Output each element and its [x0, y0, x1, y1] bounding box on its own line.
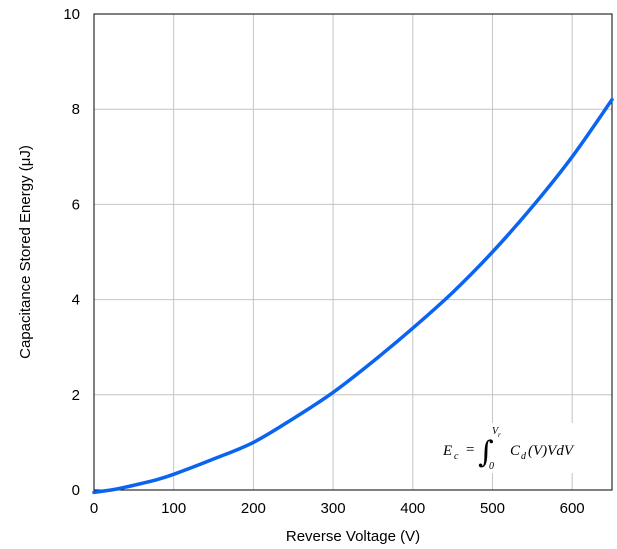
x-ticks: 0 100 200 300 400 500 600 [90, 500, 585, 517]
formula-lhs: E [442, 443, 452, 459]
x-tick-label: 500 [480, 500, 505, 517]
y-tick-label: 10 [63, 6, 80, 23]
formula-rhs-sub: d [521, 451, 527, 462]
formula-box [436, 423, 599, 473]
integral-upper-sub: r [498, 431, 501, 439]
integral-sign: ∫ [478, 435, 494, 470]
formula-rhs-rest: (V)VdV [528, 443, 575, 459]
formula-lhs-sub: c [454, 451, 459, 462]
formula-rhs-c: C [510, 443, 521, 459]
y-tick-label: 6 [72, 196, 80, 213]
x-tick-label: 200 [241, 500, 266, 517]
y-ticks: 0 2 4 6 8 10 [63, 6, 80, 499]
x-tick-label: 600 [560, 500, 585, 517]
y-tick-label: 2 [72, 387, 80, 404]
plot-frame [93, 13, 613, 491]
formula-equals: = [466, 442, 474, 458]
x-tick-label: 300 [321, 500, 346, 517]
x-tick-label: 400 [400, 500, 425, 517]
y-axis-title: Capacitance Stored Energy (μJ) [17, 145, 34, 359]
x-axis-title: Reverse Voltage (V) [286, 528, 420, 545]
y-tick-label: 0 [72, 482, 80, 499]
integral-lower: 0 [489, 461, 494, 472]
x-tick-label: 100 [161, 500, 186, 517]
grid [94, 14, 612, 490]
integral-upper-value: V [492, 426, 500, 437]
formula-annotation: E c = ∫ V r 0 C d (V)VdV [436, 423, 599, 473]
series-line [92, 97, 614, 495]
y-tick-label: 8 [72, 101, 80, 118]
y-tick-label: 4 [72, 292, 80, 309]
x-tick-label: 0 [90, 500, 98, 517]
